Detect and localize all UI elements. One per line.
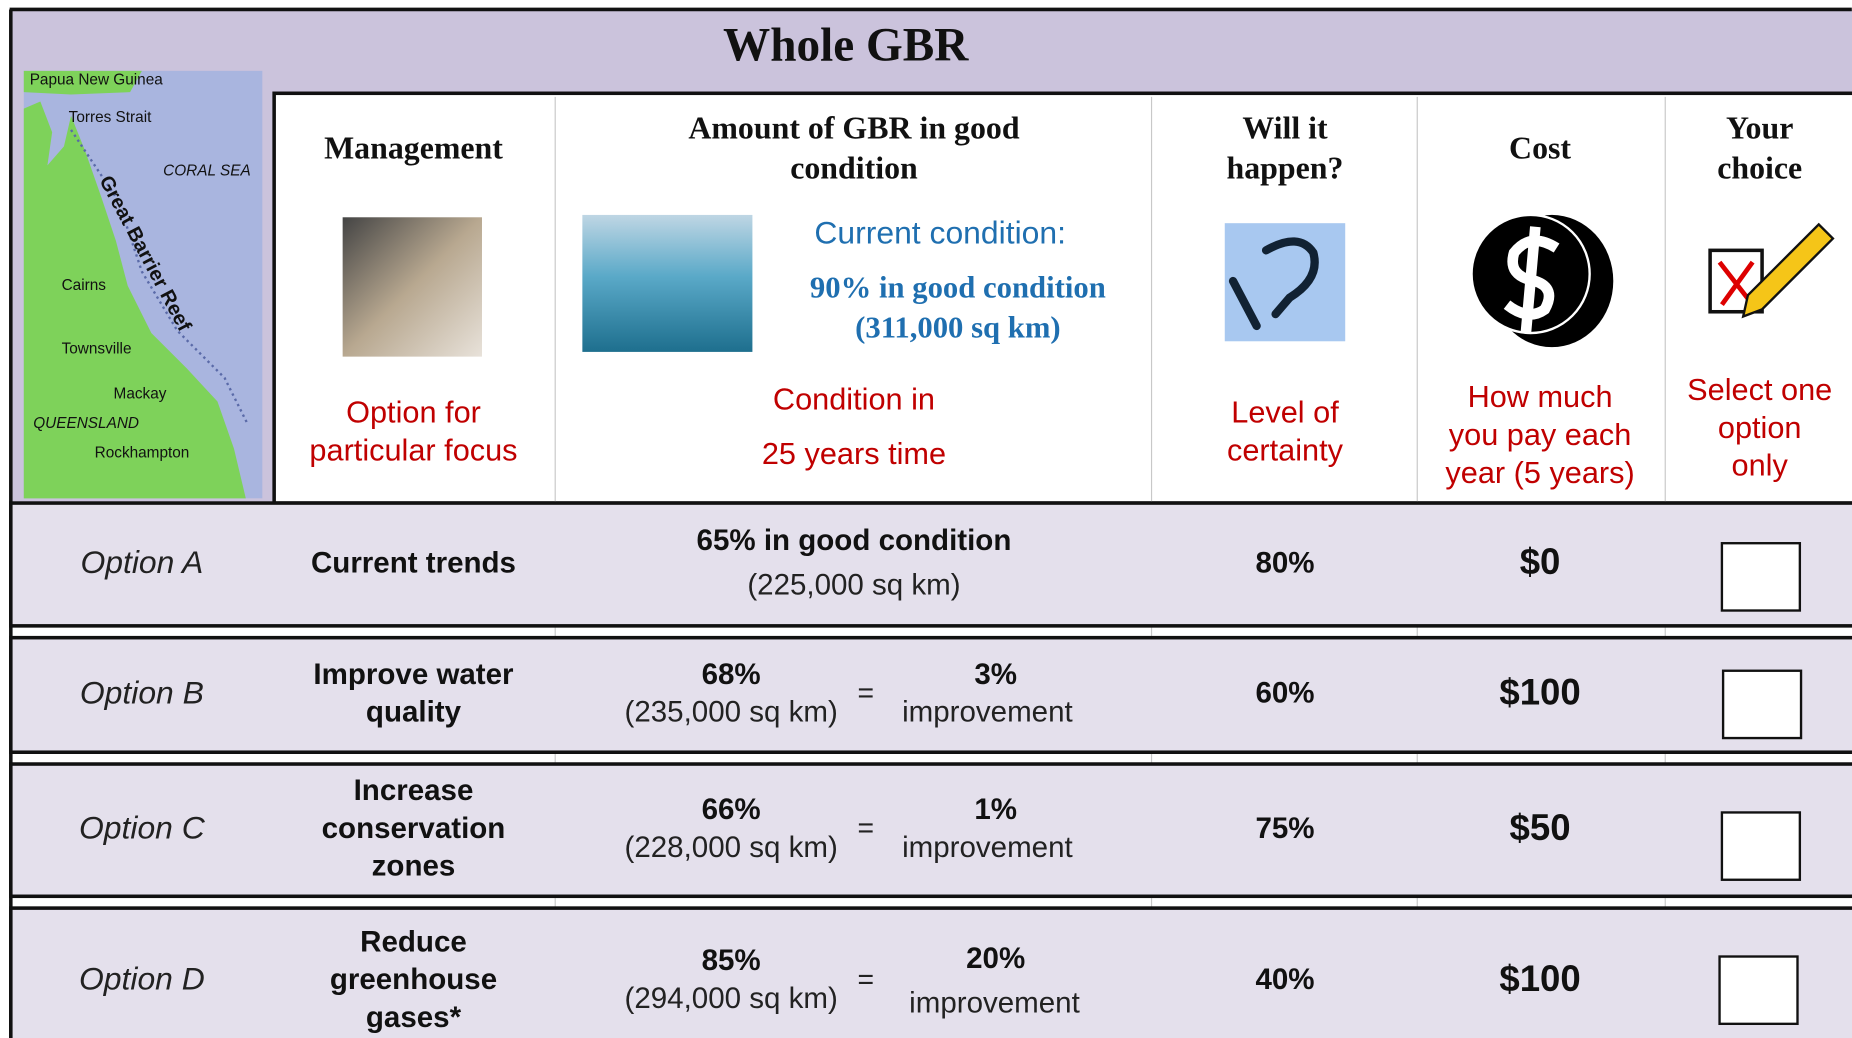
current-condition: 90% in good condition — [810, 271, 1106, 305]
improvement: 3% — [974, 658, 1017, 691]
management: Reduce — [360, 925, 467, 958]
option-label: Option A — [80, 544, 203, 580]
condition: 65% in good condition — [697, 524, 1012, 557]
management: gases* — [366, 1001, 462, 1034]
condition: 68% — [702, 658, 761, 691]
improvement: improvement — [902, 831, 1073, 864]
choice-checkbox[interactable] — [1722, 543, 1800, 610]
improvement: 1% — [974, 793, 1017, 826]
column-subtitle: only — [1732, 448, 1789, 483]
column-subtitle: option — [1718, 410, 1802, 445]
page: {"title":"Whole GBR", "map":{"labels":["… — [0, 0, 1852, 1038]
area: (225,000 sq km) — [747, 569, 960, 602]
column-title: Cost — [1509, 130, 1571, 165]
option-label: Option D — [79, 961, 205, 997]
reef-image — [582, 215, 752, 352]
map-label: Papua New Guinea — [30, 71, 164, 88]
equals: = — [858, 964, 875, 996]
area: (294,000 sq km) — [625, 982, 838, 1015]
equals: = — [858, 813, 875, 845]
management: conservation — [322, 812, 506, 845]
column-subtitle: 25 years time — [762, 436, 946, 471]
document: Whole GBR Papua New Guinea Torres Strait CO… — [0, 0, 1852, 1038]
condition: 85% — [702, 944, 761, 977]
column-subtitle: Select one — [1687, 372, 1832, 407]
map-label: Cairns — [62, 277, 107, 294]
column-subtitle: Condition in — [773, 382, 935, 417]
map-label: Rockhampton — [95, 445, 190, 462]
management: Increase — [354, 774, 474, 807]
body: Whole GBR Papua New Guinea Torres Strait CO… — [0, 0, 1852, 1038]
management: Current trends — [311, 546, 516, 579]
area: (228,000 sq km) — [625, 831, 838, 864]
choice-checkbox[interactable] — [1723, 671, 1801, 738]
cost: $50 — [1510, 807, 1571, 848]
certainty: 75% — [1255, 812, 1314, 845]
option-label: Option C — [79, 810, 206, 846]
column-subtitle: Option for — [346, 395, 481, 430]
title: Whole GBR — [723, 19, 969, 71]
current-condition-heading: Current condition: — [814, 214, 1066, 250]
column-subtitle: Level of — [1231, 395, 1339, 430]
current-condition: (311,000 sq km) — [855, 311, 1060, 345]
improvement: 20% — [966, 942, 1025, 975]
column-title: Will it — [1242, 110, 1328, 145]
option-row — [11, 503, 1852, 626]
certainty: 80% — [1255, 546, 1314, 579]
column-subtitle: certainty — [1227, 432, 1344, 467]
cost: $100 — [1499, 958, 1580, 999]
column-title: Management — [324, 130, 503, 165]
management: zones — [372, 850, 456, 883]
certainty: 40% — [1255, 963, 1314, 996]
option-label: Option B — [80, 674, 204, 710]
area: (235,000 sq km) — [625, 696, 838, 729]
column-subtitle: particular focus — [309, 432, 517, 467]
map-label: Townsville — [62, 341, 132, 358]
cost: $0 — [1520, 541, 1561, 582]
management: greenhouse — [330, 963, 497, 996]
choice-checkbox[interactable] — [1720, 957, 1798, 1024]
column-title: choice — [1717, 151, 1802, 186]
choice-checkbox[interactable] — [1722, 812, 1800, 879]
map-label: CORAL SEA — [163, 162, 251, 179]
cost: $100 — [1499, 672, 1580, 713]
column-title: Amount of GBR in good — [688, 110, 1019, 145]
improvement: improvement — [902, 696, 1073, 729]
equals: = — [858, 677, 875, 709]
management: Improve water — [313, 658, 514, 691]
column-subtitle: How much — [1468, 379, 1613, 414]
column-title: happen? — [1227, 151, 1344, 186]
column-title: condition — [790, 151, 918, 186]
map-label: QUEENSLAND — [33, 415, 139, 432]
condition: 66% — [702, 793, 761, 826]
certainty: 60% — [1255, 677, 1314, 710]
management-image — [343, 217, 482, 356]
map-label: Mackay — [114, 385, 167, 402]
improvement: improvement — [909, 987, 1080, 1020]
map-label: Torres Strait — [69, 109, 152, 126]
column-subtitle: you pay each — [1449, 417, 1632, 452]
column-subtitle: year (5 years) — [1445, 455, 1634, 490]
column-title: Your — [1726, 110, 1793, 145]
management: quality — [366, 696, 462, 729]
